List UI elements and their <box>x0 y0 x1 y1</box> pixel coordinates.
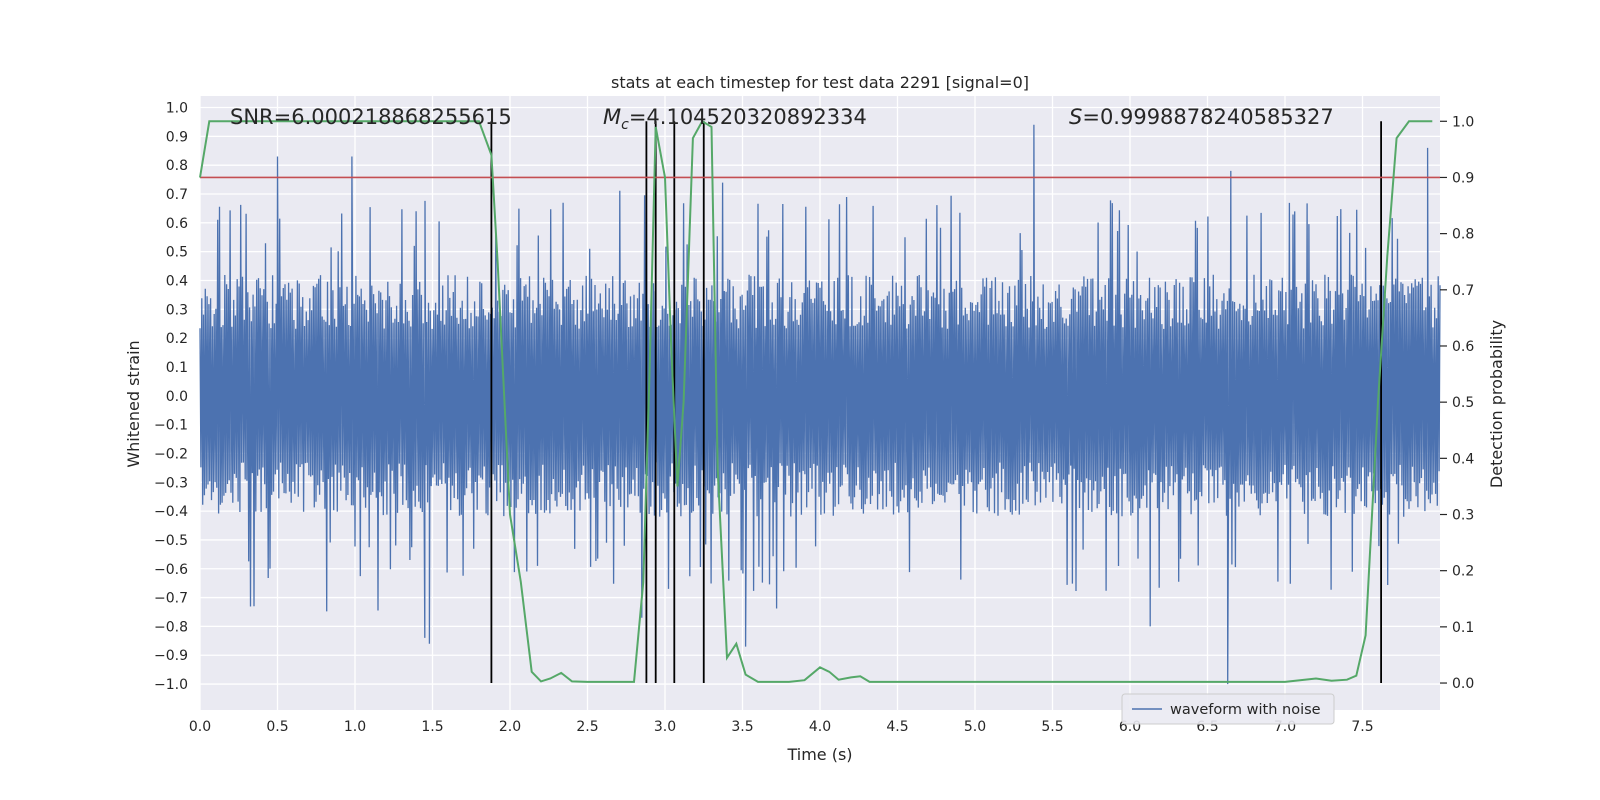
y-tick-label: 0.6 <box>166 216 188 232</box>
chirp-mass-symbol: M <box>603 105 621 129</box>
legend-label: waveform with noise <box>1170 702 1321 718</box>
y-axis-right: 1.0 0.9 0.8 0.7 0.6 0.5 0.4 0.3 0.2 0.1 0.0 <box>1440 114 1474 692</box>
y-tick-label: 0.1 <box>166 360 188 376</box>
y2-tick-label: 0.2 <box>1452 564 1474 580</box>
y-tick-label: −0.7 <box>154 591 188 607</box>
x-tick-label: 7.5 <box>1351 719 1373 735</box>
y-tick-label: −0.9 <box>154 648 188 664</box>
y-axis-label: Whitened strain <box>124 340 143 467</box>
y2-axis-label: Detection probability <box>1487 320 1506 488</box>
y2-tick-label: 0.9 <box>1452 170 1474 186</box>
y-tick-label: 0.8 <box>166 158 188 174</box>
y2-tick-label: 0.4 <box>1452 451 1474 467</box>
x-tick-label: 4.5 <box>886 719 908 735</box>
y2-tick-label: 0.5 <box>1452 395 1474 411</box>
y-tick-label: 1.0 <box>166 101 188 117</box>
snr-annotation: SNR=6.000218868255615 <box>230 105 512 129</box>
y-tick-label: 0.7 <box>166 187 188 203</box>
y-tick-label: −0.2 <box>154 446 188 462</box>
chirp-mass-value: =4.104520320892334 <box>629 105 867 129</box>
x-tick-label: 2.0 <box>499 719 521 735</box>
y-tick-label: 0.5 <box>166 245 188 261</box>
y-tick-label: 0.2 <box>166 331 188 347</box>
y2-tick-label: 1.0 <box>1452 114 1474 130</box>
y-tick-label: −0.6 <box>154 562 188 578</box>
y-tick-label: 0.3 <box>166 302 188 318</box>
x-tick-label: 0.0 <box>189 719 211 735</box>
x-tick-label: 5.5 <box>1041 719 1063 735</box>
probability-series <box>199 119 1433 683</box>
y-tick-label: 0.0 <box>166 389 188 405</box>
x-tick-label: 3.0 <box>654 719 676 735</box>
y2-tick-label: 0.6 <box>1452 339 1474 355</box>
y-tick-label: −1.0 <box>154 677 188 693</box>
x-tick-label: 4.0 <box>809 719 831 735</box>
y-tick-label: −0.4 <box>154 504 188 520</box>
s-symbol: S <box>1069 105 1082 129</box>
y-axis-left: 1.0 0.9 0.8 0.7 0.6 0.5 0.4 0.3 0.2 0.1 0.0 −0.1 −0.… <box>154 101 188 694</box>
x-tick-label: 0.5 <box>266 719 288 735</box>
y-tick-label: −0.8 <box>154 619 188 635</box>
y2-tick-label: 0.3 <box>1452 508 1474 524</box>
legend: waveform with noise <box>1121 693 1335 725</box>
y-tick-label: 0.9 <box>166 129 188 145</box>
y2-tick-label: 0.0 <box>1452 676 1474 692</box>
x-axis-label: Time (s) <box>786 745 852 764</box>
probability-line <box>199 119 1433 683</box>
waveform-series <box>199 124 1441 685</box>
legend-box <box>1121 693 1335 725</box>
x-tick-label: 2.5 <box>576 719 598 735</box>
x-tick-label: 1.0 <box>344 719 366 735</box>
y-tick-label: −0.3 <box>154 475 188 491</box>
y2-tick-label: 0.1 <box>1452 620 1474 636</box>
y-tick-label: −0.5 <box>154 533 188 549</box>
chirp-mass-subscript: c <box>621 117 629 133</box>
y-tick-label: −0.1 <box>154 418 188 434</box>
chirp-mass-annotation: Mc=4.104520320892334 <box>603 105 867 133</box>
x-tick-label: 5.0 <box>964 719 986 735</box>
y2-tick-label: 0.7 <box>1452 283 1474 299</box>
s-annotation: S=0.9998878240585327 <box>1069 105 1334 129</box>
waveform-line <box>199 124 1441 685</box>
chart-title: stats at each timestep for test data 229… <box>611 73 1029 92</box>
x-tick-label: 1.5 <box>421 719 443 735</box>
y2-tick-label: 0.8 <box>1452 227 1474 243</box>
s-value: =0.9998878240585327 <box>1082 105 1333 129</box>
y-tick-label: 0.4 <box>166 273 188 289</box>
x-tick-label: 3.5 <box>731 719 753 735</box>
